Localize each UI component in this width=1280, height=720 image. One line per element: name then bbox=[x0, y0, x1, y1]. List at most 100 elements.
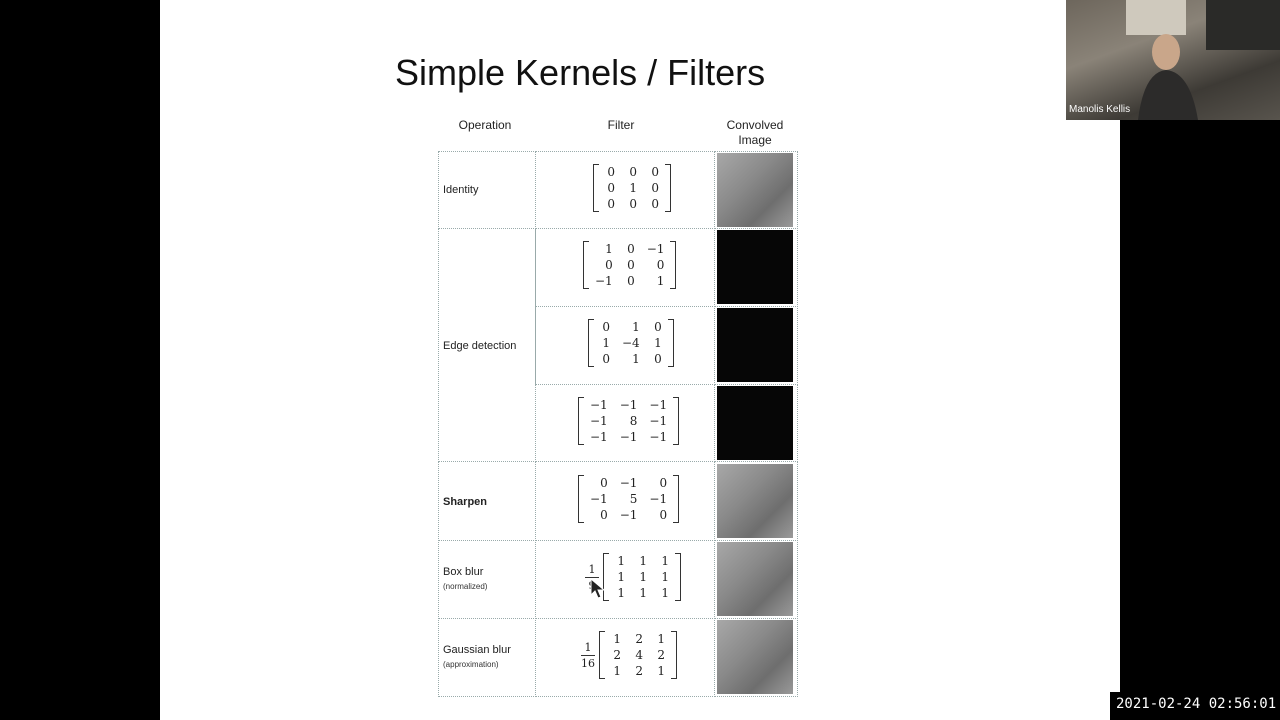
matrix-entry: −1 bbox=[649, 398, 668, 412]
fraction-denominator: 16 bbox=[581, 656, 595, 670]
matrix-entry: −1 bbox=[619, 398, 638, 412]
matrix-entry: 0 bbox=[651, 181, 659, 195]
matrix-entry: −1 bbox=[619, 430, 638, 444]
matrix-entry: 1 bbox=[617, 554, 625, 568]
convolved-image-gaussian bbox=[717, 620, 793, 694]
matrix-entry: 0 bbox=[651, 165, 659, 179]
bracket-right bbox=[670, 241, 677, 289]
kernel-matrix-sharpen: 0 −1 0 −1 5 −1 0 −1 0 bbox=[578, 475, 680, 523]
op-cell-sharpen: Sharpen bbox=[438, 461, 536, 541]
op-label-sharpen: Sharpen bbox=[443, 496, 488, 508]
matrix-entry: 0 bbox=[600, 508, 608, 522]
bracket-left bbox=[583, 241, 589, 289]
matrix-entry: −1 bbox=[590, 414, 608, 428]
convolved-image-edge-2 bbox=[717, 308, 793, 382]
recording-timestamp: 2021-02-24 02:56:01 bbox=[1110, 692, 1280, 720]
matrix-entry: 0 bbox=[627, 274, 635, 288]
header-convolved-line2: Image bbox=[738, 133, 772, 147]
matrix-entry: −4 bbox=[622, 336, 640, 350]
op-label-gaussian-main: Gaussian blur bbox=[443, 644, 511, 656]
matrix-entry: 1 bbox=[657, 632, 665, 646]
header-operation: Operation bbox=[458, 118, 512, 132]
bracket-left bbox=[578, 475, 584, 523]
matrix-entry: 1 bbox=[629, 181, 637, 195]
convolved-image-edge-3 bbox=[717, 386, 793, 460]
matrix-entry: 2 bbox=[635, 632, 643, 646]
op-cell-gaussian: Gaussian blur (approximation) bbox=[438, 618, 536, 697]
bracket-right bbox=[665, 164, 671, 212]
op-label-boxblur-main: Box blur bbox=[443, 566, 484, 578]
participant-video-tile[interactable] bbox=[1066, 0, 1280, 120]
op-label-identity: Identity bbox=[443, 184, 479, 196]
kernel-matrix-edge-3: −1 −1 −1 −1 8 −1 −1 −1 −1 bbox=[578, 397, 680, 445]
matrix-entry: 0 bbox=[659, 508, 668, 522]
fraction-bar bbox=[581, 654, 595, 656]
fraction-bar bbox=[585, 576, 599, 578]
matrix-entry: 1 bbox=[654, 336, 662, 350]
presentation-slide bbox=[160, 0, 1120, 720]
matrix-entry: 0 bbox=[607, 197, 615, 211]
bracket-left bbox=[578, 397, 584, 445]
matrix-entry: −1 bbox=[590, 398, 608, 412]
matrix-entry: −1 bbox=[590, 492, 608, 506]
matrix-entry: 1 bbox=[657, 664, 665, 678]
matrix-entry: 1 bbox=[632, 320, 640, 334]
matrix-entry: 8 bbox=[629, 414, 638, 428]
bracket-left bbox=[593, 164, 599, 212]
op-label-edge: Edge detection bbox=[443, 340, 517, 352]
bracket-left bbox=[599, 631, 605, 679]
matrix-entry: −1 bbox=[649, 492, 668, 506]
op-cell-edge: Edge detection bbox=[438, 228, 536, 462]
convolved-image-boxblur bbox=[717, 542, 793, 616]
right-black-bar bbox=[1120, 0, 1280, 720]
matrix-entry: 0 bbox=[654, 320, 662, 334]
matrix-entry: 0 bbox=[607, 181, 615, 195]
convolved-image-sharpen bbox=[717, 464, 793, 538]
matrix-entry: 5 bbox=[629, 492, 638, 506]
fraction-numerator: 1 bbox=[588, 562, 596, 576]
matrix-entry: −1 bbox=[649, 430, 668, 444]
bracket-right bbox=[671, 631, 677, 679]
matrix-entry: 0 bbox=[605, 258, 613, 272]
matrix-entry: −1 bbox=[649, 414, 668, 428]
matrix-entry: 1 bbox=[661, 586, 669, 600]
matrix-entry: −1 bbox=[646, 242, 665, 256]
kernel-table: Identity Edge detection Sharpen Box blur… bbox=[438, 151, 798, 697]
mouse-pointer-icon bbox=[590, 578, 606, 599]
matrix-entry: −1 bbox=[619, 508, 638, 522]
matrix-entry: 1 bbox=[639, 570, 647, 584]
matrix-entry: 0 bbox=[656, 258, 665, 272]
matrix-entry: 0 bbox=[602, 320, 610, 334]
participant-video-feed bbox=[1126, 0, 1280, 120]
bracket-right bbox=[673, 475, 680, 523]
matrix-entry: 1 bbox=[613, 664, 621, 678]
matrix-entry: 2 bbox=[635, 664, 643, 678]
matrix-entry: 1 bbox=[639, 586, 647, 600]
matrix-entry: 0 bbox=[627, 242, 635, 256]
matrix-entry: −1 bbox=[590, 430, 608, 444]
matrix-entry: 1 bbox=[617, 586, 625, 600]
matrix-entry: 0 bbox=[651, 197, 659, 211]
bracket-left bbox=[588, 319, 594, 367]
matrix-entry: 0 bbox=[602, 352, 610, 366]
matrix-entry: 0 bbox=[627, 258, 635, 272]
bracket-right bbox=[675, 553, 681, 601]
matrix-grid: −1 −1 −1 −1 8 −1 −1 −1 −1 bbox=[584, 397, 673, 445]
matrix-entry: 0 bbox=[607, 165, 615, 179]
matrix-entry: 4 bbox=[635, 648, 643, 662]
bracket-right bbox=[667, 319, 674, 367]
participant-name: Manolis Kellis bbox=[1069, 104, 1131, 115]
convolved-image-edge-1 bbox=[717, 230, 793, 304]
op-cell-identity: Identity bbox=[438, 151, 536, 229]
matrix-entry: 2 bbox=[613, 648, 621, 662]
matrix-entry: 0 bbox=[629, 165, 637, 179]
op-label-gaussian-sub: (approximation) bbox=[443, 660, 499, 669]
